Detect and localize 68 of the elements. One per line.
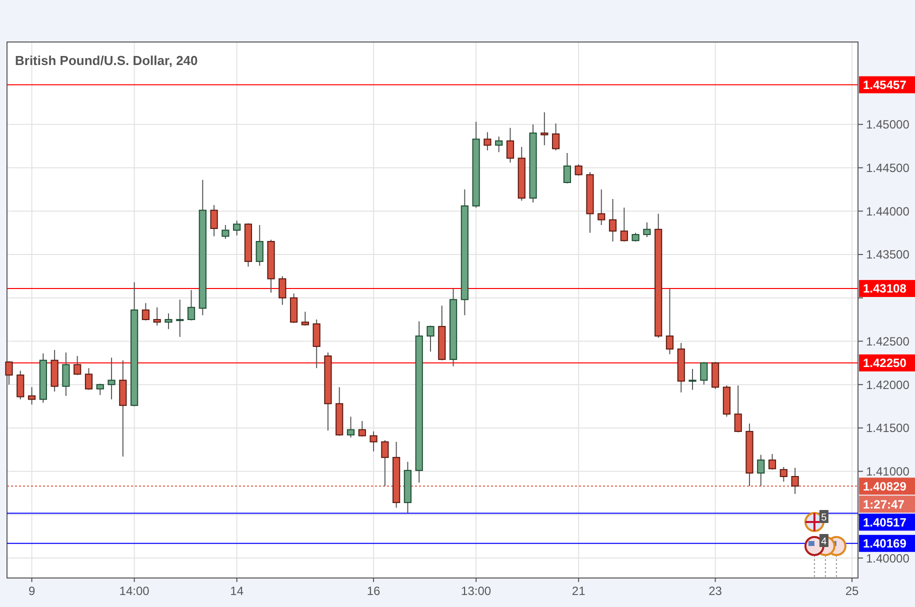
candlestick	[164, 312, 172, 330]
candlestick	[108, 357, 116, 400]
candlestick	[370, 430, 378, 452]
x-tick-label: 23	[708, 584, 722, 598]
candlestick	[16, 370, 24, 400]
candlestick	[608, 198, 617, 242]
candlestick	[506, 127, 514, 164]
candlestick	[688, 368, 696, 390]
ref-line-label: 1.45457	[863, 78, 907, 92]
candlestick	[598, 188, 606, 226]
candlestick	[540, 112, 548, 146]
candlestick	[210, 204, 218, 237]
candlestick	[301, 311, 309, 326]
candlestick	[734, 384, 742, 433]
candlestick	[256, 224, 264, 266]
ref-line-label: 1.40829	[863, 479, 907, 494]
candlestick	[28, 386, 36, 406]
candlestick	[620, 207, 628, 242]
candlestick	[495, 136, 503, 153]
candlestick	[312, 319, 320, 369]
x-tick-label: 16	[366, 584, 381, 598]
ref-line-label: 1.40169	[863, 536, 907, 551]
ref-line-label: 1.43108	[863, 282, 907, 296]
candlestick	[176, 299, 184, 338]
x-tick-label: 14	[230, 584, 244, 598]
annotation: 5	[821, 512, 828, 524]
candlestick	[96, 383, 104, 396]
candlestick	[358, 420, 366, 438]
candlestick	[484, 132, 492, 151]
candlestick	[768, 453, 776, 470]
candlestick	[552, 123, 560, 151]
ref-line-label: 1.40517	[863, 515, 907, 530]
candlestick	[666, 288, 674, 355]
candlestick	[700, 362, 708, 386]
candlestick	[62, 352, 70, 396]
candlestick	[574, 164, 582, 176]
y-tick-label: 1.44500	[866, 160, 910, 175]
candlestick	[233, 220, 241, 236]
candlestick	[643, 222, 651, 238]
x-tick-label: 25	[845, 584, 859, 598]
annotation: 4	[821, 536, 828, 548]
candlestick	[780, 466, 788, 482]
candlestick	[74, 355, 82, 376]
candlestick	[426, 325, 434, 352]
y-tick-label: 1.41500	[866, 421, 910, 436]
candlestick	[278, 276, 286, 306]
ref-line-label: 1.42250	[863, 356, 907, 370]
x-tick-label: 21	[572, 584, 586, 598]
y-tick-label: 1.40000	[866, 551, 910, 566]
candlestick	[346, 416, 355, 438]
candlestick	[187, 290, 196, 321]
candlestick	[757, 454, 765, 487]
x-tick-label: 13:00	[461, 584, 492, 598]
text: British Pound/U.S. Dollar, 240	[15, 53, 198, 68]
candlestick	[153, 306, 161, 326]
candlestick	[142, 302, 150, 321]
y-tick-label: 1.45000	[866, 118, 910, 132]
y-tick-label: 1.43500	[866, 248, 910, 262]
candlestick	[84, 368, 93, 390]
y-tick-label: 1.42000	[866, 378, 910, 392]
text: 1:27:47	[863, 497, 905, 512]
x-tick-label: 9	[28, 584, 36, 598]
candlestick	[563, 152, 572, 184]
candlestick	[222, 224, 230, 240]
x-tick-label: 14:00	[119, 584, 150, 598]
y-tick-label: 1.42500	[866, 334, 910, 348]
y-tick-label: 1.41000	[866, 464, 910, 479]
y-tick-label: 1.44000	[866, 204, 910, 218]
